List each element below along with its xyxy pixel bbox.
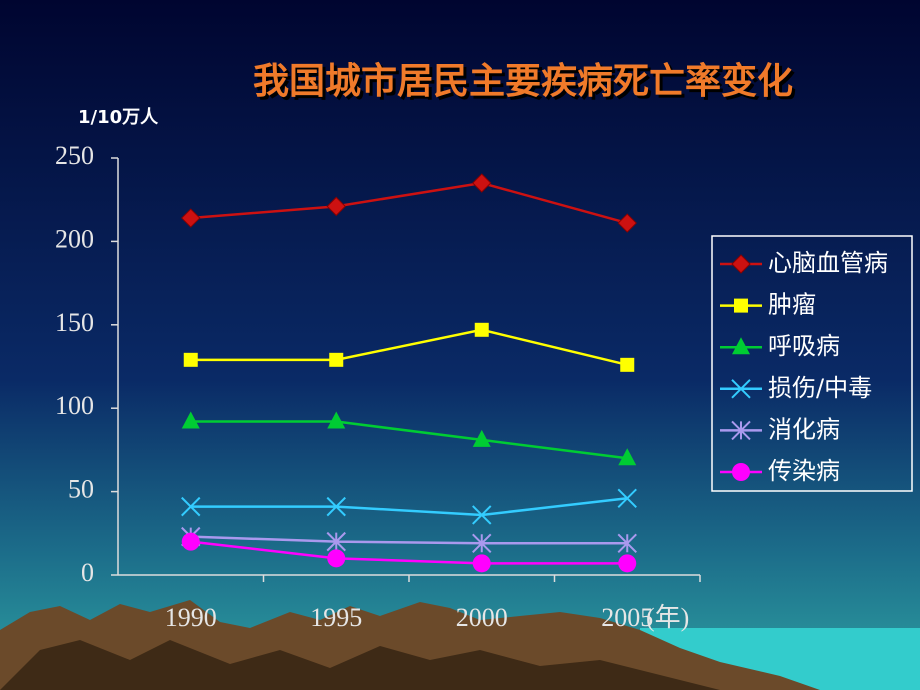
marker: [472, 505, 492, 525]
legend-marker: [734, 298, 748, 313]
y-tick-label: 50: [68, 475, 94, 504]
y-tick-label: 250: [55, 141, 94, 170]
marker: [181, 208, 201, 228]
marker: [183, 352, 198, 367]
series-line: [190, 540, 628, 565]
marker: [472, 173, 492, 193]
marker: [620, 357, 635, 372]
legend-label: 传染病: [768, 457, 840, 485]
legend-box: [711, 235, 913, 492]
marker: [327, 549, 346, 568]
y-tick-label: 0: [81, 558, 94, 587]
marker: [327, 411, 346, 429]
x-tick-label: 2000: [456, 603, 508, 632]
marker: [181, 532, 200, 551]
series-line: [190, 181, 628, 225]
legend-label: 心脑血管病: [768, 249, 888, 277]
y-tick-label: 150: [55, 308, 94, 337]
x-tick-label: 1995: [310, 603, 362, 632]
marker: [618, 554, 637, 573]
series-line: [190, 535, 628, 545]
series-line: [190, 420, 628, 460]
series-line: [190, 497, 628, 517]
legend-label: 肿瘤: [768, 291, 816, 319]
marker: [326, 496, 346, 517]
chart-title-shadow: 我国城市居民主要疾病死亡率变化: [256, 63, 796, 105]
marker: [472, 533, 492, 554]
legend-marker: [732, 463, 750, 481]
marker: [472, 554, 491, 573]
marker: [472, 429, 491, 447]
marker: [329, 352, 344, 367]
marker: [617, 213, 637, 233]
legend-marker: [732, 337, 750, 355]
marker: [474, 322, 489, 337]
x-tick-label: 1990: [165, 603, 217, 632]
mountain-shadow: [0, 640, 720, 690]
marker: [326, 196, 346, 217]
legend-label: 呼吸病: [768, 332, 840, 360]
legend-marker: [731, 379, 751, 399]
marker: [617, 488, 637, 508]
legend-marker: [731, 420, 751, 441]
y-axis-label: 1/10万人: [78, 107, 159, 128]
x-axis-label: (年): [646, 603, 689, 632]
y-tick-label: 200: [55, 224, 94, 253]
marker: [618, 448, 637, 466]
x-tick-label: 2005: [601, 603, 653, 632]
marker: [617, 533, 637, 554]
marker: [181, 496, 201, 517]
legend-label: 损伤/中毒: [768, 374, 872, 402]
legend-label: 消化病: [768, 415, 840, 443]
legend-marker: [731, 254, 751, 274]
series-line: [190, 328, 628, 367]
marker: [326, 531, 346, 552]
y-tick-label: 100: [55, 391, 94, 420]
marker: [181, 411, 200, 429]
chart-title: 我国城市居民主要疾病死亡率变化: [253, 60, 793, 102]
